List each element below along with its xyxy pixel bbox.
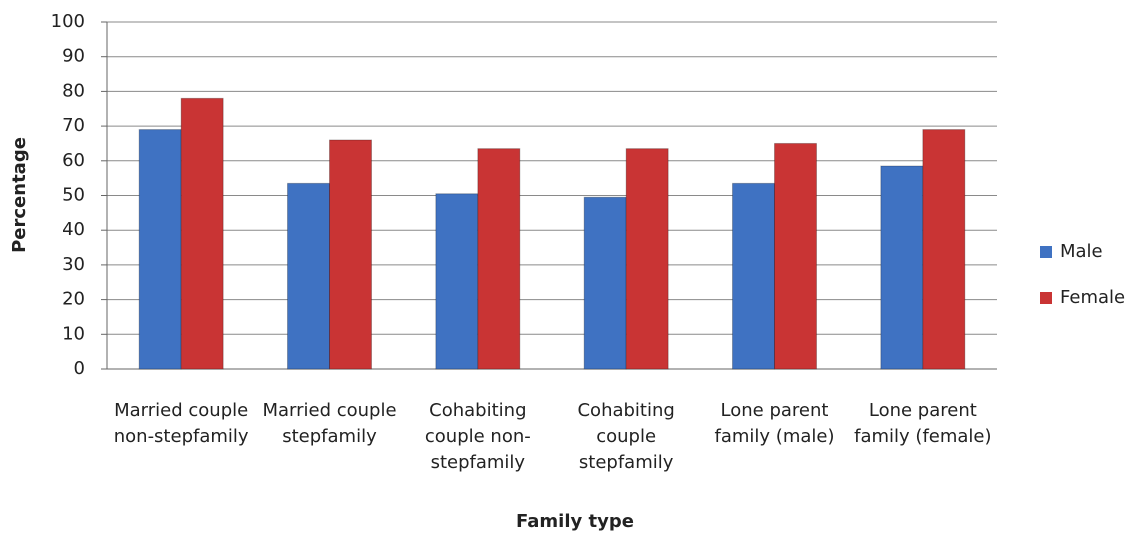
y-axis-title: Percentage xyxy=(9,137,30,253)
y-tick-label: 100 xyxy=(51,11,85,32)
y-tick-label: 20 xyxy=(62,289,85,310)
bar xyxy=(625,148,669,370)
y-tick-label: 40 xyxy=(62,219,85,240)
x-tick-label: Cohabiting couple non-stepfamily xyxy=(424,400,531,473)
x-tick-label: Cohabiting couple stepfamily xyxy=(577,400,675,473)
x-tick-label: Lone parent family (male) xyxy=(714,400,835,447)
bar xyxy=(329,139,372,370)
bar xyxy=(922,129,966,370)
x-tick-label: Married couple stepfamily xyxy=(262,400,397,447)
bar xyxy=(287,182,330,370)
y-tick-label: 50 xyxy=(62,185,85,206)
x-tick-label: Lone parent family (female) xyxy=(854,400,992,447)
x-tick-label: Married couple non-stepfamily xyxy=(113,400,249,447)
bar xyxy=(138,129,182,370)
bar xyxy=(583,196,627,370)
y-tick-label: 80 xyxy=(62,80,85,101)
legend-label: Female xyxy=(1060,287,1125,308)
y-tick-label: 30 xyxy=(62,254,85,275)
legend-swatch xyxy=(1040,246,1052,258)
y-tick-label: 70 xyxy=(62,115,85,136)
bar xyxy=(880,165,924,370)
bar xyxy=(732,182,775,370)
bar xyxy=(774,142,817,370)
legend-label: Male xyxy=(1060,241,1103,262)
legend-swatch xyxy=(1040,292,1052,304)
y-tick-label: 0 xyxy=(74,358,85,379)
y-tick-label: 60 xyxy=(62,150,85,171)
bar xyxy=(435,193,479,370)
y-tick-label: 90 xyxy=(62,46,85,67)
bar xyxy=(477,148,521,370)
bar xyxy=(180,97,224,370)
x-axis-title: Family type xyxy=(516,511,634,532)
y-tick-label: 10 xyxy=(62,323,85,344)
